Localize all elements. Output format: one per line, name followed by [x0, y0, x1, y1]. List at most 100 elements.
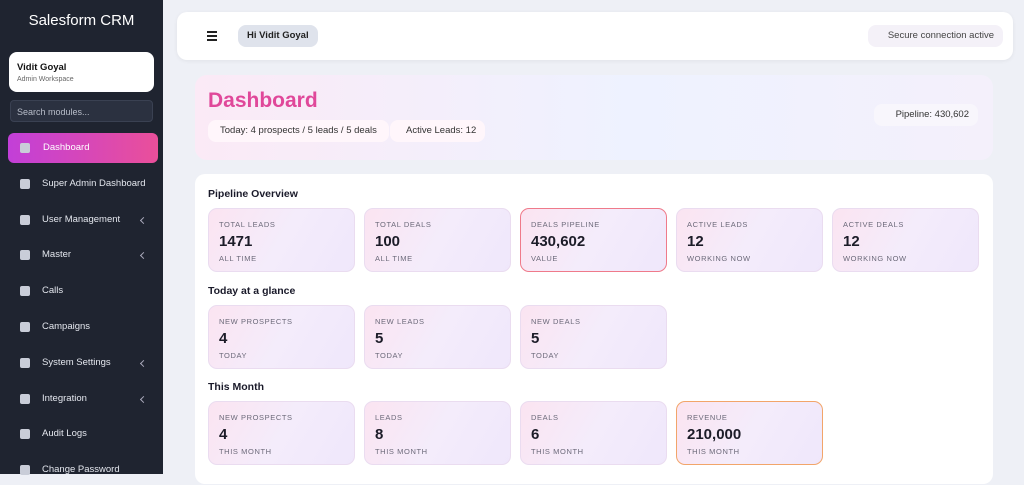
- user-card: Vidit Goyal Admin Workspace: [9, 52, 154, 92]
- nav-label: Audit Logs: [42, 428, 87, 440]
- nav-label: User Management: [42, 213, 121, 225]
- stat-note: THIS MONTH: [219, 447, 272, 456]
- nav-item[interactable]: Integration: [8, 384, 158, 414]
- hero: Dashboard Today: 4 prospects / 5 leads /…: [195, 75, 993, 160]
- submenu-arrow: [139, 395, 148, 403]
- nav-icon: [20, 429, 30, 440]
- stat-label: TOTAL DEALS: [375, 220, 432, 229]
- stat-card: TOTAL DEALS 100 ALL TIME: [364, 208, 511, 272]
- stat-value: 100: [375, 233, 401, 250]
- page-title: Dashboard: [208, 89, 318, 112]
- submenu-arrow: [139, 252, 148, 260]
- stat-note: WORKING NOW: [687, 254, 751, 263]
- stat-value: 5: [375, 329, 384, 347]
- pipeline-chip: Pipeline: 430,602: [873, 104, 978, 126]
- stat-label: ACTIVE DEALS: [843, 220, 904, 229]
- stat-label: NEW LEADS: [375, 316, 425, 326]
- stat-value: 1471: [219, 233, 253, 250]
- menu-button[interactable]: [207, 31, 217, 41]
- user-role: Admin Workspace: [17, 76, 74, 83]
- stat-card: DEALS 6 THIS MONTH: [520, 401, 667, 465]
- today-chip: Today: 4 prospects / 5 leads / 5 deals: [208, 120, 389, 142]
- user-name: Vidit Goyal: [17, 62, 67, 73]
- nav-label: Master: [42, 249, 72, 261]
- stat-value: 5: [531, 329, 540, 347]
- nav-label: System Settings: [42, 356, 111, 368]
- submenu-arrow: [139, 359, 148, 367]
- stat-note: THIS MONTH: [687, 447, 740, 456]
- nav-icon: [20, 214, 30, 225]
- stat-value: 4: [219, 426, 228, 443]
- stat-label: ACTIVE LEADS: [687, 220, 748, 229]
- stat-card: ACTIVE DEALS 12 WORKING NOW: [832, 208, 979, 272]
- greeting: Hi Vidit Goyal: [238, 25, 318, 47]
- nav-icon: [20, 393, 30, 404]
- status: Secure connection active: [867, 25, 1003, 47]
- nav-item[interactable]: Super Admin Dashboard: [8, 169, 158, 199]
- nav-icon: [20, 250, 30, 261]
- nav-icon: [20, 357, 30, 368]
- stat-card: NEW DEALS 5 TODAY: [520, 304, 667, 369]
- stat-label: LEADS: [375, 413, 403, 422]
- stat-note: VALUE: [531, 254, 559, 263]
- stat-label: TOTAL LEADS: [219, 220, 276, 229]
- stat-note: TODAY: [219, 350, 248, 360]
- stat-card: NEW LEADS 5 TODAY: [364, 304, 511, 369]
- nav-icon: [20, 322, 30, 332]
- stat-value: 4: [219, 329, 228, 347]
- nav-item[interactable]: Campaigns: [8, 312, 158, 342]
- stat-value: 8: [375, 426, 384, 443]
- section-title: This Month: [208, 381, 264, 393]
- stat-note: WORKING NOW: [843, 254, 907, 263]
- search-input[interactable]: Search modules...: [10, 100, 153, 122]
- nav-label: Integration: [42, 392, 87, 404]
- stat-label: DEALS PIPELINE: [531, 220, 600, 229]
- sidebar: Salesform CRM Vidit Goyal Admin Workspac…: [0, 0, 163, 476]
- nav-label: Change Password: [42, 464, 120, 476]
- stat-card: TOTAL LEADS 1471 ALL TIME: [208, 208, 355, 272]
- stat-value: 430,602: [531, 233, 586, 250]
- nav-item[interactable]: Audit Logs: [8, 419, 158, 449]
- nav-icon: [20, 465, 30, 476]
- stat-note: ALL TIME: [219, 254, 257, 263]
- active-leads-chip: Active Leads: 12: [390, 120, 486, 142]
- stat-note: THIS MONTH: [531, 447, 584, 456]
- stat-note: TODAY: [531, 350, 560, 360]
- stat-value: 12: [687, 233, 704, 250]
- stat-card: NEW PROSPECTS 4 TODAY: [208, 304, 355, 369]
- stat-card: REVENUE 210,000 THIS MONTH: [676, 401, 823, 465]
- nav-item[interactable]: Dashboard: [8, 133, 158, 163]
- nav-icon: [20, 178, 30, 189]
- nav-item[interactable]: Master: [8, 240, 158, 270]
- content-panel: Pipeline Overview TOTAL LEADS 1471 ALL TIME…: [195, 174, 993, 484]
- nav-label: Campaigns: [42, 321, 91, 332]
- stat-value: 210,000: [687, 426, 742, 443]
- nav-item[interactable]: User Management: [8, 205, 158, 235]
- nav-label: Calls: [42, 285, 64, 297]
- section-title: Today at a glance: [208, 284, 296, 297]
- nav-item[interactable]: System Settings: [8, 348, 158, 378]
- stat-card: ACTIVE LEADS 12 WORKING NOW: [676, 208, 823, 272]
- stat-note: ALL TIME: [375, 254, 413, 263]
- stat-label: NEW PROSPECTS: [219, 316, 293, 326]
- stat-card: LEADS 8 THIS MONTH: [364, 401, 511, 465]
- nav-item[interactable]: Calls: [8, 276, 158, 306]
- nav-label: Super Admin Dashboard: [42, 177, 146, 189]
- stat-label: NEW PROSPECTS: [219, 413, 293, 422]
- brand: Salesform CRM: [28, 12, 135, 29]
- nav-icon: [20, 143, 30, 153]
- stat-card: NEW PROSPECTS 4 THIS MONTH: [208, 401, 355, 465]
- stat-label: NEW DEALS: [531, 316, 581, 326]
- stat-value: 6: [531, 426, 540, 443]
- stat-note: THIS MONTH: [375, 447, 428, 456]
- stat-card: DEALS PIPELINE 430,602 VALUE: [520, 208, 667, 272]
- stat-label: REVENUE: [687, 413, 728, 422]
- nav-label: Dashboard: [43, 142, 90, 153]
- header: Hi Vidit Goyal Secure connection active: [177, 12, 1013, 60]
- section-title: Pipeline Overview: [208, 188, 298, 200]
- nav-item[interactable]: Change Password: [8, 455, 158, 485]
- nav-icon: [20, 286, 30, 297]
- submenu-arrow: [139, 216, 148, 224]
- stat-note: TODAY: [375, 350, 404, 360]
